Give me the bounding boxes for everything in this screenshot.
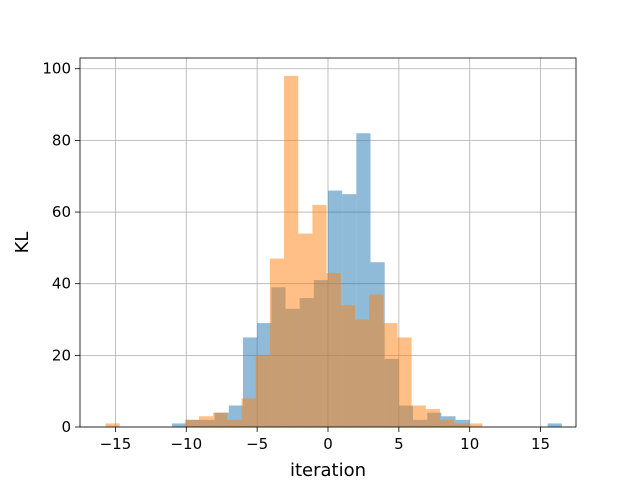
histogram-bar-series-2 bbox=[105, 423, 120, 427]
histogram-bar-series-2 bbox=[269, 258, 285, 427]
histogram-bar-series-2 bbox=[213, 412, 228, 427]
x-tick-label: 0 bbox=[323, 435, 333, 453]
y-tick-label: 100 bbox=[42, 60, 71, 78]
histogram-bar-series-2 bbox=[312, 204, 327, 427]
histogram-bar-series-2 bbox=[454, 423, 469, 427]
x-tick-label: −10 bbox=[170, 435, 202, 453]
x-tick-label: 10 bbox=[460, 435, 479, 453]
x-tick-label: 5 bbox=[394, 435, 404, 453]
histogram-bar-series-2 bbox=[397, 337, 412, 427]
histogram-bar-series-2 bbox=[340, 305, 355, 427]
x-tick-label: −15 bbox=[100, 435, 132, 453]
y-tick-label: 0 bbox=[61, 418, 71, 436]
y-tick-label: 40 bbox=[52, 275, 71, 293]
histogram-bar-series-2 bbox=[425, 409, 440, 427]
histogram-bar-series-2 bbox=[184, 419, 200, 427]
histogram-bar-series-2 bbox=[298, 233, 313, 427]
histogram-bar-series-2 bbox=[326, 272, 341, 427]
histogram-bar-series-2 bbox=[354, 319, 370, 427]
histogram-bar-series-2 bbox=[199, 416, 214, 427]
histogram-bar-series-2 bbox=[383, 323, 398, 427]
histogram-bar-series-2 bbox=[241, 398, 256, 427]
y-tick-label: 20 bbox=[52, 346, 71, 364]
histogram-bar-series-2 bbox=[411, 405, 426, 427]
x-tick-label: 15 bbox=[531, 435, 550, 453]
x-tick-label: −5 bbox=[246, 435, 268, 453]
y-tick-label: 80 bbox=[52, 131, 71, 149]
histogram-bars bbox=[105, 75, 562, 427]
plot-frame bbox=[79, 57, 577, 428]
histogram-bar-series-2 bbox=[227, 419, 242, 427]
y-tick-label: 60 bbox=[52, 203, 71, 221]
histogram-bar-series-2 bbox=[468, 423, 483, 427]
histogram-bar-series-1 bbox=[547, 423, 562, 427]
y-axis-label: KL bbox=[12, 232, 33, 254]
histogram-bar-series-2 bbox=[284, 75, 299, 427]
histogram-bar-series-1 bbox=[172, 423, 187, 427]
histogram-bar-series-2 bbox=[255, 355, 270, 427]
histogram-bar-series-2 bbox=[439, 419, 455, 427]
axis-ticks: −15 −10 −5 0 5 10 15 0 20 40 60 80 100 bbox=[42, 60, 550, 453]
x-axis-label: iteration bbox=[290, 460, 366, 480]
histogram-bar-series-2 bbox=[369, 294, 384, 427]
